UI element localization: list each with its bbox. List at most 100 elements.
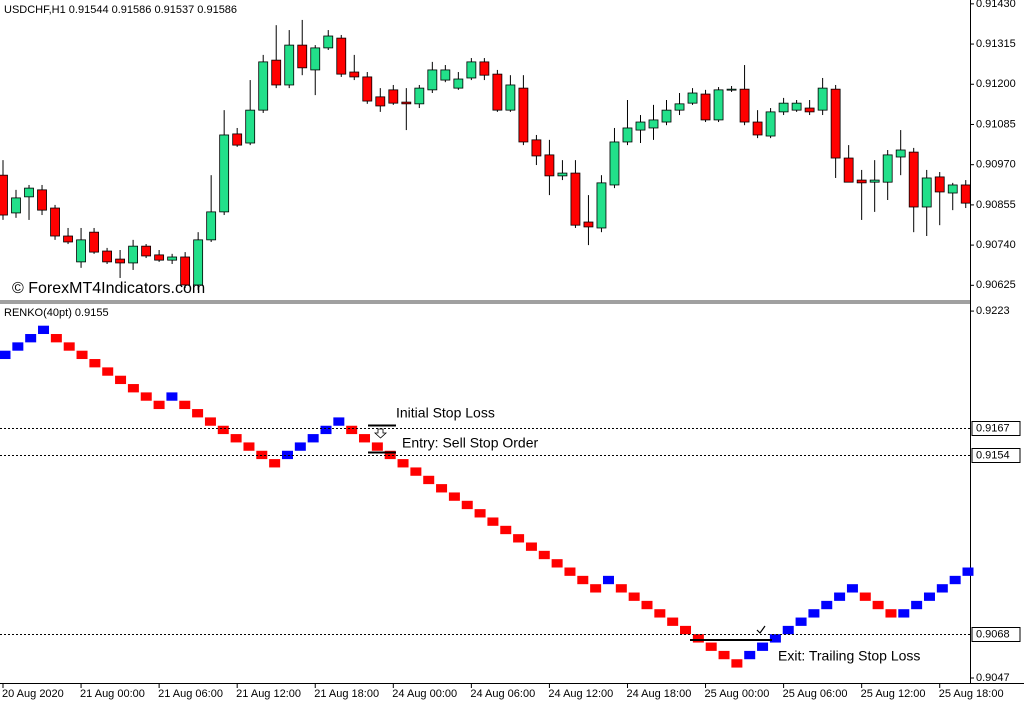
renko-brick [962,567,974,576]
renko-brick [243,442,255,451]
candle-body [0,174,8,216]
renko-brick [769,634,781,643]
candle-body [128,245,139,264]
y-tick-label: 0.91430 [976,0,1016,10]
candle-body [310,47,321,71]
renko-brick [0,350,11,360]
candle-body [284,44,295,86]
renko-brick [692,634,704,643]
renko-brick [25,334,37,343]
candle-body [414,87,425,105]
renko-brick [731,659,743,668]
renko-brick [115,375,127,385]
candle-body [583,221,594,228]
renko-brick [782,625,794,635]
renko-brick [204,417,216,426]
renko-brick [859,592,871,601]
candle-body [297,44,308,69]
x-tick-label: 21 Aug 12:00 [236,688,301,700]
candle-body [570,172,581,226]
renko-brick [346,425,358,435]
renko-brick [590,584,602,593]
renko-brick [525,542,537,551]
y-tick-label: 0.91315 [976,38,1016,50]
y-tick-label: 0.91085 [976,118,1016,130]
candle-body [622,127,633,143]
candle-body [232,133,243,146]
renko-brick [538,550,550,560]
renko-brick [397,459,409,468]
renko-brick [153,400,165,410]
candle-body [37,189,47,211]
candle-body [609,141,620,186]
renko-brick [795,617,807,626]
x-tick-label: 20 Aug 2020 [2,688,64,700]
candle-body [960,184,971,204]
x-tick-label: 24 Aug 06:00 [470,688,535,700]
renko-brick [551,559,563,568]
candle-body [258,61,269,111]
renko-brick [705,642,717,651]
level-label: 0.9154 [976,449,1010,461]
level-label: 0.9068 [976,628,1010,640]
x-tick-label: 21 Aug 06:00 [158,688,223,700]
renko-brick [821,600,833,610]
candle-body [466,61,477,79]
candle-body [24,187,34,198]
renko-brick [63,342,75,351]
renko-brick [217,425,229,435]
indicator-header: RENKO(40pt) 0.9155 [4,307,109,319]
candle-body [882,154,893,183]
candle-body [336,37,347,75]
candle-body [518,87,529,143]
candle-body [687,92,698,104]
candle-body [375,96,386,107]
renko-brick [872,600,884,610]
candle-body [804,107,815,113]
candle-body [752,121,763,136]
x-tick-label: 25 Aug 06:00 [783,688,848,700]
y-tick-label: 0.90855 [976,199,1016,211]
y-tick-label: 0.9223 [976,305,1010,317]
candle-body [726,88,737,91]
candle-body [791,102,802,111]
level-label-box [971,448,1021,463]
renko-brick [923,592,935,601]
annotation: Exit: Trailing Stop Loss [778,648,920,664]
candle-body [856,179,867,184]
ohlc-value: 0.91537 [154,4,194,16]
candle-body [167,256,178,261]
renko-brick [911,600,923,610]
renko-brick [140,392,152,401]
candle-body [544,154,555,177]
renko-brick [12,342,24,351]
renko-brick [474,509,486,518]
renko-brick [487,517,499,526]
renko-brick [680,625,692,635]
x-tick-label: 24 Aug 18:00 [626,688,691,700]
renko-brick [230,434,242,443]
candle-body [349,71,360,78]
y-tick-label: 0.9047 [976,672,1010,684]
candle-body [739,88,750,123]
sell-arrow [373,428,388,439]
panel-separator [0,300,970,304]
candle-body [648,119,659,129]
candle-body [817,87,828,111]
x-tick-label: 21 Aug 00:00 [80,688,145,700]
renko-brick [500,525,512,535]
candle-body [271,59,282,86]
x-tick-label: 24 Aug 00:00 [392,688,457,700]
renko-brick [744,650,756,660]
level-label: 0.9167 [976,422,1010,434]
renko-brick [949,575,961,585]
renko-brick [127,384,139,393]
candle-body [141,245,152,257]
symbol: USDCHF,H1 [4,4,66,16]
ohlc-value: 0.91586 [197,4,237,16]
candle-body [206,211,217,241]
candle-body [596,182,607,229]
candle-body [908,151,919,208]
renko-brick [410,467,422,476]
